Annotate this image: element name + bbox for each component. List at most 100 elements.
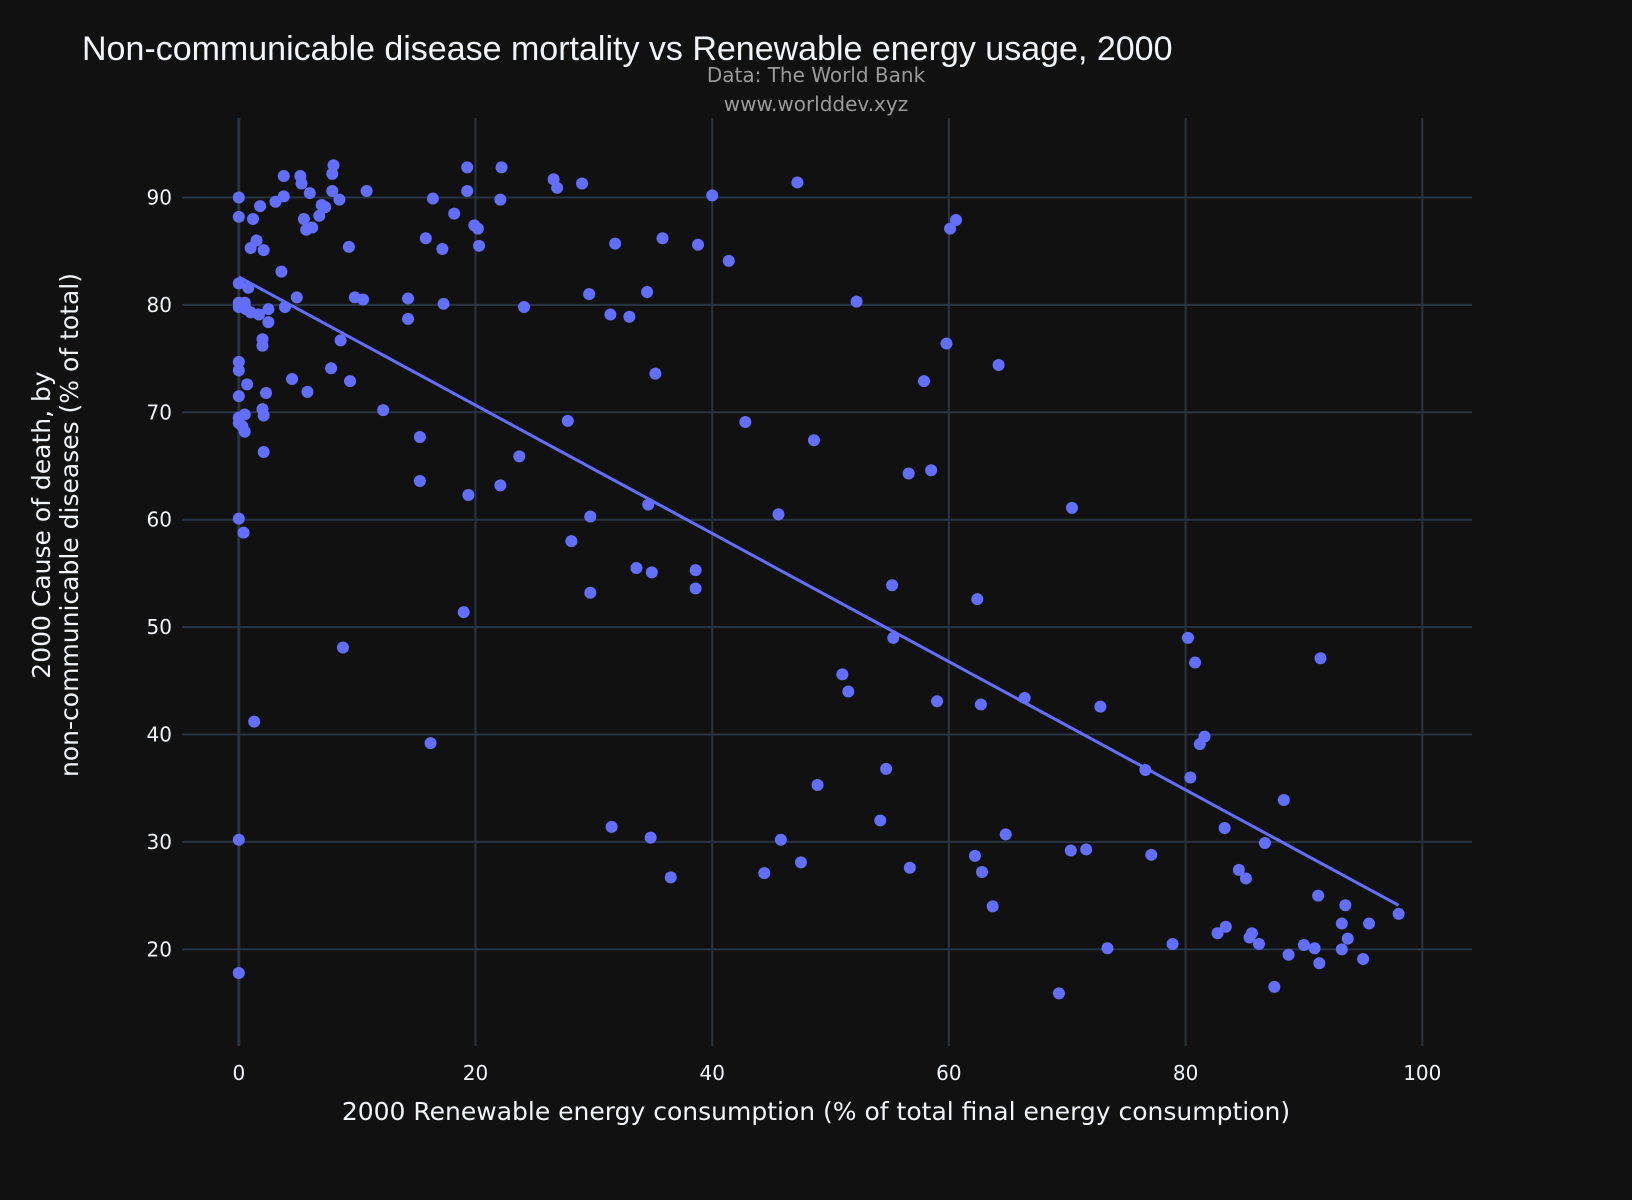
scatter-point[interactable] (336, 641, 349, 654)
scatter-point[interactable] (689, 582, 702, 595)
scatter-point[interactable] (1211, 927, 1224, 940)
scatter-point[interactable] (461, 161, 474, 174)
scatter-point[interactable] (260, 386, 273, 399)
scatter-point[interactable] (561, 414, 574, 427)
scatter-point[interactable] (333, 193, 346, 206)
scatter-point[interactable] (252, 308, 265, 321)
scatter-point[interactable] (739, 415, 752, 428)
scatter-point[interactable] (297, 212, 310, 225)
scatter-point[interactable] (473, 239, 486, 252)
scatter-point[interactable] (583, 288, 596, 301)
scatter-point[interactable] (950, 214, 962, 227)
scatter-point[interactable] (1080, 843, 1093, 856)
scatter-point[interactable] (645, 566, 658, 579)
scatter-point[interactable] (986, 900, 999, 913)
scatter-point[interactable] (1239, 872, 1252, 885)
scatter-point[interactable] (706, 189, 719, 202)
scatter-point[interactable] (758, 867, 771, 880)
scatter-point[interactable] (462, 489, 475, 501)
scatter-point[interactable] (609, 237, 622, 250)
scatter-point[interactable] (968, 849, 981, 862)
scatter-point[interactable] (250, 234, 263, 247)
scatter-point[interactable] (794, 856, 807, 869)
scatter-point[interactable] (850, 295, 863, 308)
scatter-point[interactable] (257, 244, 270, 257)
scatter-point[interactable] (357, 293, 370, 306)
scatter-point[interactable] (1277, 794, 1290, 807)
scatter-point[interactable] (1018, 692, 1031, 704)
scatter-point[interactable] (649, 367, 662, 380)
scatter-point[interactable] (232, 364, 245, 377)
scatter-point[interactable] (1268, 980, 1281, 993)
scatter-point[interactable] (1139, 763, 1152, 776)
scatter-point[interactable] (565, 535, 578, 548)
scatter-point[interactable] (722, 254, 735, 267)
scatter-point[interactable] (1064, 844, 1077, 857)
scatter-point[interactable] (1312, 889, 1325, 902)
scatter-point[interactable] (887, 631, 900, 644)
scatter-point[interactable] (1052, 987, 1065, 1000)
scatter-point[interactable] (254, 200, 267, 213)
scatter-point[interactable] (326, 185, 339, 198)
scatter-point[interactable] (1245, 927, 1258, 940)
scatter-point[interactable] (1189, 656, 1202, 669)
scatter-point[interactable] (257, 409, 270, 422)
scatter-point[interactable] (791, 176, 804, 189)
scatter-point[interactable] (689, 564, 702, 577)
scatter-point[interactable] (992, 359, 1005, 372)
scatter-point[interactable] (1392, 907, 1405, 920)
scatter-point[interactable] (925, 464, 938, 477)
scatter-point[interactable] (448, 207, 461, 220)
scatter-point[interactable] (940, 337, 953, 350)
scatter-point[interactable] (232, 390, 245, 403)
scatter-point[interactable] (327, 159, 340, 172)
scatter-point[interactable] (495, 161, 508, 174)
scatter-point[interactable] (1335, 943, 1348, 956)
scatter-point[interactable] (334, 334, 347, 347)
scatter-point[interactable] (641, 286, 654, 298)
scatter-point[interactable] (1145, 848, 1158, 861)
scatter-point[interactable] (584, 586, 597, 599)
scatter-point[interactable] (623, 310, 636, 323)
scatter-point[interactable] (295, 177, 308, 190)
scatter-point[interactable] (232, 512, 245, 525)
scatter-point[interactable] (902, 467, 915, 480)
scatter-point[interactable] (774, 833, 787, 846)
scatter-point[interactable] (1198, 730, 1211, 743)
scatter-point[interactable] (247, 212, 260, 225)
scatter-point[interactable] (1258, 837, 1271, 849)
scatter-point[interactable] (325, 362, 338, 375)
scatter-point[interactable] (772, 508, 785, 521)
scatter-point[interactable] (242, 281, 255, 294)
scatter-point[interactable] (1339, 899, 1352, 912)
scatter-point[interactable] (461, 185, 474, 198)
scatter-point[interactable] (290, 291, 303, 304)
scatter-point[interactable] (604, 308, 617, 321)
scatter-point[interactable] (931, 695, 944, 708)
scatter-point[interactable] (237, 526, 250, 539)
scatter-point[interactable] (1282, 948, 1295, 961)
scatter-point[interactable] (971, 593, 984, 606)
scatter-point[interactable] (342, 240, 355, 253)
scatter-point[interactable] (262, 303, 275, 316)
scatter-point[interactable] (232, 277, 245, 290)
scatter-point[interactable] (241, 378, 254, 391)
scatter-point[interactable] (1335, 917, 1348, 930)
scatter-point[interactable] (1232, 863, 1245, 876)
scatter-point[interactable] (576, 177, 589, 190)
scatter-point[interactable] (413, 475, 426, 488)
scatter-point[interactable] (306, 221, 319, 234)
scatter-point[interactable] (256, 339, 269, 352)
scatter-point[interactable] (1219, 920, 1232, 933)
scatter-point[interactable] (313, 209, 326, 222)
scatter-point[interactable] (277, 170, 290, 182)
scatter-point[interactable] (419, 232, 432, 245)
scatter-point[interactable] (377, 404, 390, 417)
scatter-point[interactable] (807, 434, 820, 447)
scatter-point[interactable] (842, 685, 855, 698)
scatter-point[interactable] (238, 408, 251, 421)
scatter-point[interactable] (1252, 937, 1265, 950)
scatter-point[interactable] (644, 831, 657, 844)
scatter-point[interactable] (232, 355, 245, 368)
scatter-point[interactable] (903, 861, 916, 874)
